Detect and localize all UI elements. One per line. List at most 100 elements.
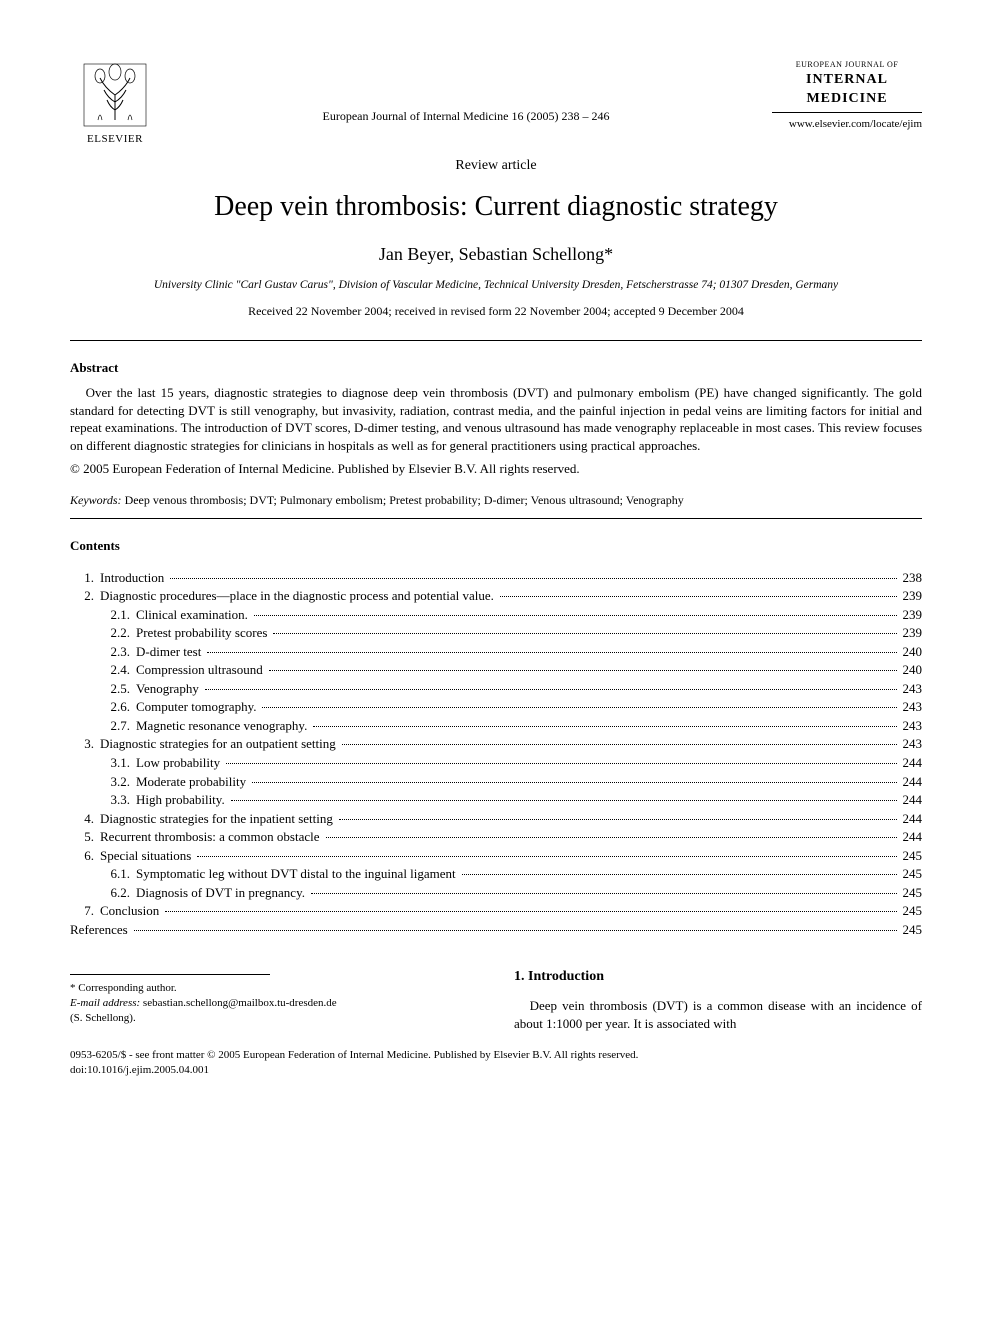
intro-body: Deep vein thrombosis (DVT) is a common d… <box>514 997 922 1032</box>
toc-page: 239 <box>899 624 923 642</box>
abstract-copyright: © 2005 European Federation of Internal M… <box>70 460 922 478</box>
email-address: sebastian.schellong@mailbox.tu-dresden.d… <box>143 997 337 1009</box>
toc-title: Recurrent thrombosis: a common obstacle <box>100 828 324 846</box>
toc-leader-dots <box>269 670 897 671</box>
journal-name-1: INTERNAL <box>772 71 922 90</box>
intro-heading: 1. Introduction <box>514 968 922 987</box>
toc-number: 5. <box>70 828 100 846</box>
journal-logo: EUROPEAN JOURNAL OF INTERNAL MEDICINE ww… <box>772 60 922 131</box>
toc-row: References245 <box>70 921 922 939</box>
toc-title: Special situations <box>100 847 195 865</box>
toc-number: 7. <box>70 902 100 920</box>
toc-number: 4. <box>70 810 100 828</box>
toc-leader-dots <box>262 707 896 708</box>
toc-number: 1. <box>70 569 100 587</box>
toc-title: Conclusion <box>100 902 163 920</box>
publisher-name: ELSEVIER <box>70 132 160 147</box>
footnote-rule <box>70 974 270 975</box>
toc-page: 239 <box>899 587 923 605</box>
toc-title: Diagnostic strategies for the inpatient … <box>100 810 337 828</box>
toc-row: 4.Diagnostic strategies for the inpatien… <box>70 810 922 828</box>
toc-row: 2.4.Compression ultrasound240 <box>70 661 922 679</box>
toc-row: 5.Recurrent thrombosis: a common obstacl… <box>70 828 922 846</box>
toc-page: 244 <box>899 828 923 846</box>
toc-page: 244 <box>899 791 923 809</box>
toc-title: Diagnosis of DVT in pregnancy. <box>136 884 309 902</box>
toc-leader-dots <box>273 633 896 634</box>
toc-number: 3.1. <box>70 754 136 772</box>
toc-page: 240 <box>899 643 923 661</box>
toc-leader-dots <box>311 893 897 894</box>
toc-leader-dots <box>226 763 896 764</box>
rule-below-keywords <box>70 518 922 519</box>
toc-number: 6. <box>70 847 100 865</box>
journal-logo-rule <box>772 112 922 113</box>
toc-leader-dots <box>254 615 897 616</box>
toc-row: 2.1.Clinical examination. 239 <box>70 606 922 624</box>
keywords-text: Deep venous thrombosis; DVT; Pulmonary e… <box>125 493 684 507</box>
toc-page: 243 <box>899 735 923 753</box>
toc-title: High probability. <box>136 791 229 809</box>
doi-line: doi:10.1016/j.ejim.2005.04.001 <box>70 1063 922 1078</box>
toc-number: 6.2. <box>70 884 136 902</box>
toc-page: 244 <box>899 754 923 772</box>
toc-title: Introduction <box>100 569 168 587</box>
toc-row: 3.1.Low probability 244 <box>70 754 922 772</box>
keywords-label: Keywords: <box>70 493 122 507</box>
toc-title: Low probability <box>136 754 224 772</box>
toc-row: 7.Conclusion 245 <box>70 902 922 920</box>
toc-leader-dots <box>207 652 896 653</box>
toc-leader-dots <box>500 596 897 597</box>
toc-page: 245 <box>899 921 923 939</box>
toc-title: Clinical examination. <box>136 606 252 624</box>
journal-name-2: MEDICINE <box>772 90 922 109</box>
toc-number: 2.1. <box>70 606 136 624</box>
toc-title: D-dimer test <box>136 643 205 661</box>
toc-leader-dots <box>313 726 896 727</box>
toc-row: 2.5.Venography243 <box>70 680 922 698</box>
toc-number: 2.4. <box>70 661 136 679</box>
toc-title: Diagnostic procedures—place in the diagn… <box>100 587 498 605</box>
toc-row: 2.6.Computer tomography.243 <box>70 698 922 716</box>
left-column: * Corresponding author. E-mail address: … <box>70 968 478 1032</box>
toc-title: Pretest probability scores <box>136 624 271 642</box>
toc-leader-dots <box>197 856 896 857</box>
bottom-metadata: 0953-6205/$ - see front matter © 2005 Eu… <box>70 1048 922 1078</box>
toc-number: 2.5. <box>70 680 136 698</box>
toc-title: Moderate probability <box>136 773 250 791</box>
contents-heading: Contents <box>70 537 922 555</box>
toc-number: 6.1. <box>70 865 136 883</box>
toc-leader-dots <box>165 911 896 912</box>
toc-page: 245 <box>899 902 923 920</box>
toc-title: Diagnostic strategies for an outpatient … <box>100 735 340 753</box>
footnote-email-line: E-mail address: sebastian.schellong@mail… <box>70 996 478 1011</box>
table-of-contents: 1.Introduction2382.Diagnostic procedures… <box>70 569 922 939</box>
toc-row: 3.Diagnostic strategies for an outpatien… <box>70 735 922 753</box>
toc-leader-dots <box>462 874 897 875</box>
email-label: E-mail address: <box>70 997 140 1009</box>
toc-row: 2.Diagnostic procedures—place in the dia… <box>70 587 922 605</box>
article-affiliation: University Clinic "Carl Gustav Carus", D… <box>70 278 922 294</box>
abstract-body: Over the last 15 years, diagnostic strat… <box>70 384 922 454</box>
email-attribution: (S. Schellong). <box>70 1011 478 1026</box>
elsevier-tree-icon <box>80 60 150 130</box>
footnote-marker: * Corresponding author. <box>70 981 478 996</box>
toc-row: 6.Special situations245 <box>70 847 922 865</box>
toc-leader-dots <box>134 930 897 931</box>
toc-number: 2.7. <box>70 717 136 735</box>
issn-line: 0953-6205/$ - see front matter © 2005 Eu… <box>70 1048 922 1063</box>
toc-number: 3. <box>70 735 100 753</box>
toc-page: 245 <box>899 884 923 902</box>
toc-page: 244 <box>899 773 923 791</box>
toc-number: 2.6. <box>70 698 136 716</box>
toc-page: 243 <box>899 680 923 698</box>
toc-page: 239 <box>899 606 923 624</box>
corresponding-author-note: * Corresponding author. E-mail address: … <box>70 981 478 1026</box>
toc-row: 3.3.High probability.244 <box>70 791 922 809</box>
toc-leader-dots <box>231 800 897 801</box>
toc-number: 3.2. <box>70 773 136 791</box>
keywords-line: Keywords: Deep venous thrombosis; DVT; P… <box>70 492 922 508</box>
toc-leader-dots <box>252 782 896 783</box>
toc-page: 244 <box>899 810 923 828</box>
publisher-logo: ELSEVIER <box>70 60 160 147</box>
